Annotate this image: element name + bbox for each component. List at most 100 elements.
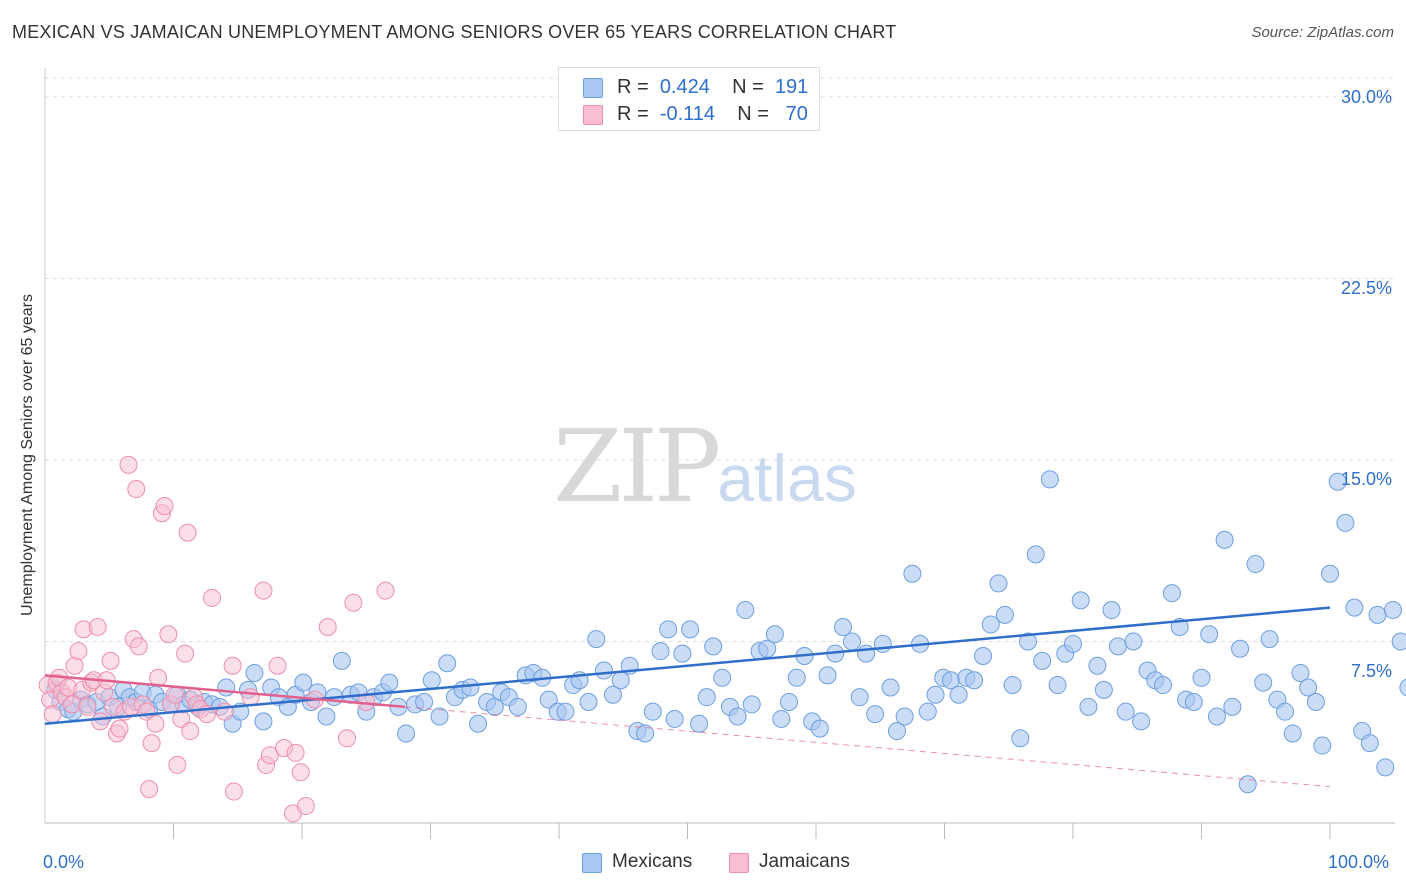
jamaicans-point [181, 722, 200, 741]
mexicans-point [1246, 555, 1265, 574]
jamaicans-point [203, 588, 222, 607]
mexicans-point [1328, 472, 1347, 491]
mexicans-point [887, 722, 906, 741]
mexicans-point [850, 688, 869, 707]
x-tick-label-min: 0.0% [43, 852, 85, 872]
mexicans-point [1192, 668, 1211, 687]
mexicans-point [1153, 676, 1172, 695]
mexicans-point [217, 678, 236, 697]
jamaicans-point [127, 480, 146, 499]
jamaicans-point [101, 651, 120, 670]
mexicans-point [1132, 712, 1151, 731]
mexicans-point [1094, 680, 1113, 699]
mexicans-point [1040, 470, 1059, 489]
mexicans-point [579, 693, 598, 711]
mexicans-point [866, 705, 885, 724]
bottom-jamaicans-swatch [729, 853, 749, 873]
mexicans-point [1254, 673, 1273, 692]
mexicans-point [1048, 676, 1067, 695]
mexicans-point [611, 671, 630, 690]
jamaicans-point [296, 797, 315, 816]
mexicans-point [1299, 678, 1318, 697]
jamaicans-point [318, 617, 337, 636]
mexicans-point [1321, 564, 1339, 583]
mexicans-point [1336, 513, 1355, 532]
legend-stats-mexicans: R = 0.424 N = 191 [617, 76, 809, 98]
mexicans-point [603, 685, 622, 704]
bottom-mexicans-label: Mexicans [612, 851, 693, 872]
mexicans-point [469, 714, 488, 733]
mexicans-point [1200, 625, 1219, 644]
zipatlas-watermark: ZIPatlas [553, 408, 857, 525]
jamaicans-point [254, 581, 273, 600]
mexicans-point [1313, 736, 1332, 755]
mexicans-point [926, 685, 945, 704]
mexicans-point [1306, 693, 1325, 711]
mexicans-point [651, 642, 670, 661]
jamaicans-point [155, 496, 174, 515]
mexicans-point [539, 690, 558, 709]
mexicans-point [1283, 724, 1302, 743]
mexicans-point [332, 651, 351, 670]
mexicans-point [736, 601, 755, 620]
mexicans-point [1124, 632, 1143, 651]
mexicans-point [742, 695, 761, 714]
jamaicans-point [146, 714, 165, 733]
mexicans-point [974, 647, 993, 666]
mexicans-point [765, 625, 784, 644]
mexicans-point [254, 712, 273, 731]
mexicans-point [422, 671, 441, 690]
mexicans-point [981, 615, 1000, 634]
mexicans-point [1003, 676, 1022, 695]
mexicans-point [1231, 639, 1250, 658]
jamaicans-trendline [44, 674, 405, 709]
jamaicans-point [110, 719, 129, 738]
mexicans-point [842, 632, 861, 651]
jamaicans-point [62, 695, 81, 714]
mexicans-point [1238, 775, 1257, 794]
y-tick-label-15: 15.0% [1340, 469, 1392, 489]
mexicans-point [857, 644, 876, 663]
mexicans-point [508, 697, 527, 716]
watermark-zip: ZIP [553, 408, 721, 525]
y-tick-label-30: 30.0% [1340, 87, 1392, 107]
jamaicans-point [165, 685, 184, 704]
jamaicans-point [129, 637, 148, 656]
jamaicans-point [223, 656, 242, 675]
mexicans-point [965, 671, 984, 690]
correlation-legend: R = 0.424 N = 191 R = -0.114 N = 70 [558, 67, 820, 131]
mexicans-point [895, 707, 914, 726]
mexicans-point [665, 709, 684, 728]
mexicans-point [1276, 702, 1295, 721]
mexicans-point [1207, 707, 1226, 726]
mexicans-point [1391, 632, 1406, 651]
mexicans-point [1162, 584, 1181, 603]
mexicans-point [317, 707, 336, 726]
mexicans-point [697, 688, 716, 707]
mexicans-point [1019, 632, 1038, 651]
jamaicans-swatch [583, 105, 603, 125]
mexicans-point [903, 564, 922, 583]
mexicans-point [704, 637, 723, 656]
jamaicans-point [159, 625, 178, 644]
jamaicans-point [91, 712, 110, 731]
mexicans-point [430, 707, 449, 726]
mexicans-point [713, 668, 732, 687]
jamaicans-point [140, 780, 159, 799]
mexicans-point [415, 693, 434, 711]
bottom-mexicans-swatch [582, 853, 602, 873]
jamaicans-point [119, 455, 138, 474]
mexicans-point [556, 702, 575, 721]
y-tick-label-22-5: 22.5% [1340, 278, 1392, 298]
jamaicans-point [376, 581, 395, 600]
jamaicans-point [168, 755, 187, 774]
mexicans-point [810, 719, 829, 738]
mexicans-point [1079, 697, 1098, 716]
mexicans-point [1345, 598, 1364, 617]
mexicans-point [995, 605, 1014, 624]
jamaicans-trendline-extension [404, 706, 1331, 788]
mexicans-point [1399, 678, 1406, 697]
mexicans-point [881, 678, 900, 697]
jamaicans-point [344, 593, 363, 612]
mexicans-point [1033, 651, 1052, 670]
